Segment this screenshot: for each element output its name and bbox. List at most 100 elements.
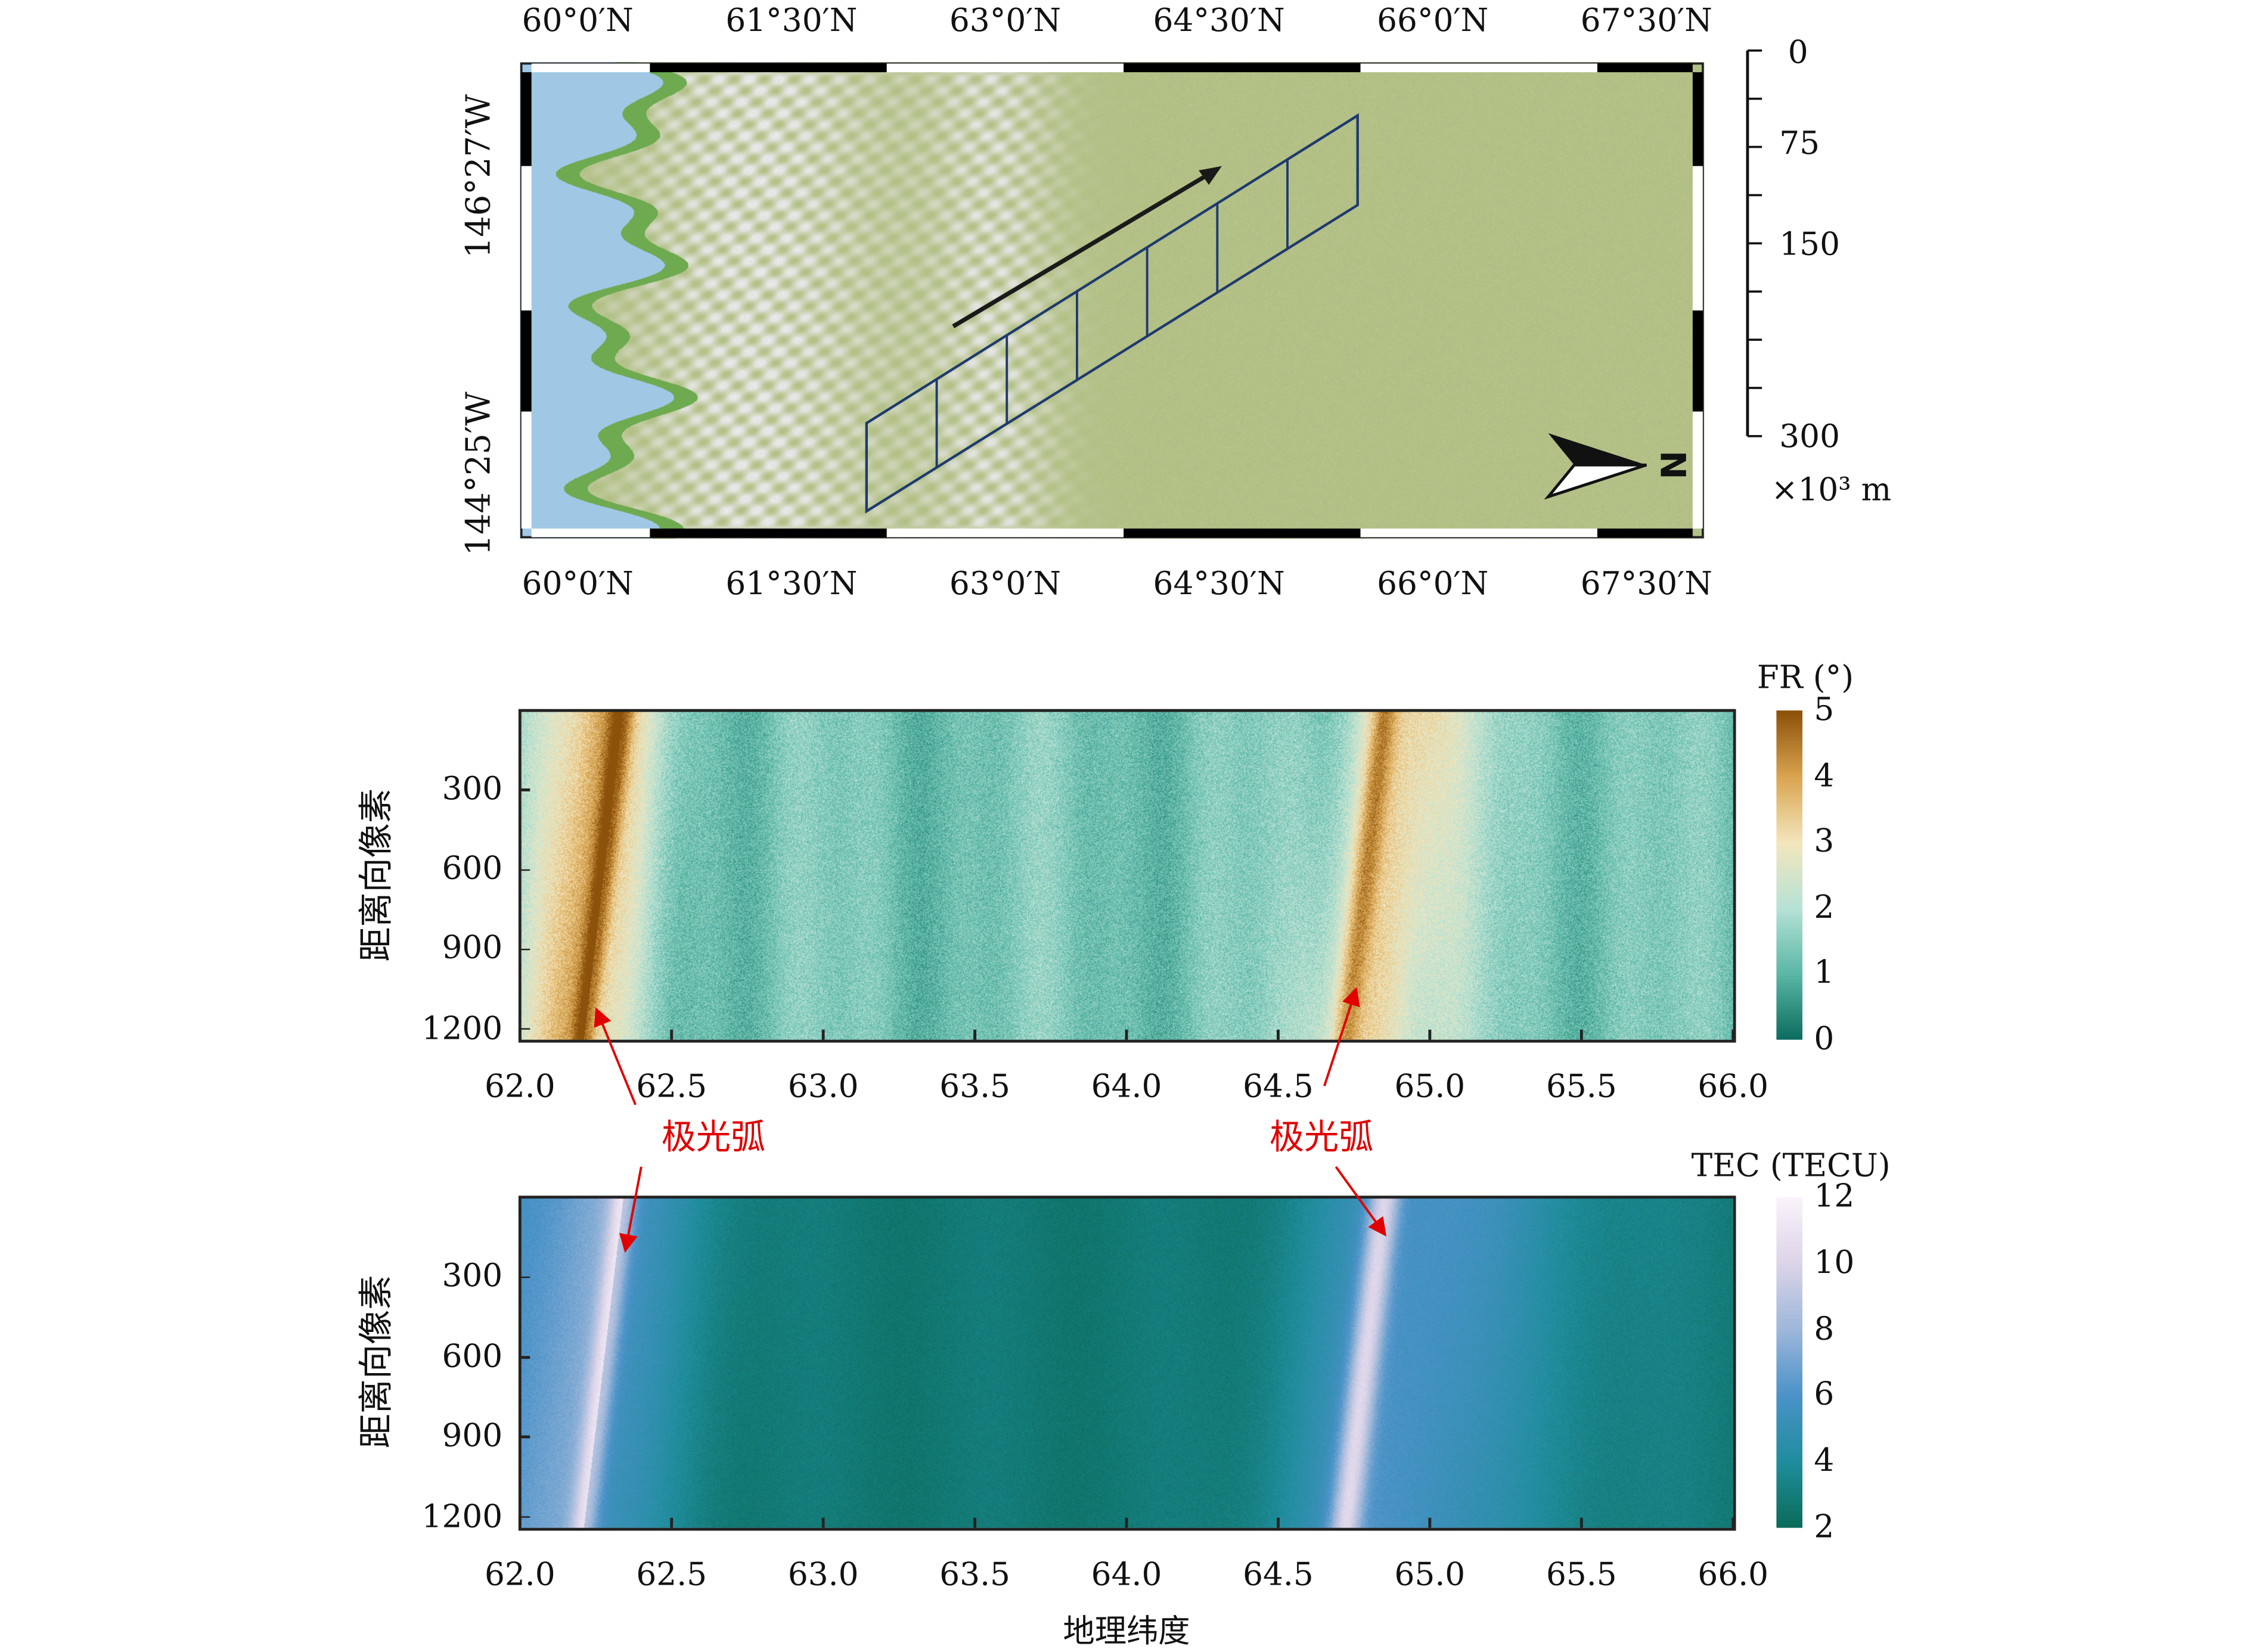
- colorbar-tick-label: 8: [1814, 1311, 1835, 1347]
- x-tick-label: 64.5: [1243, 1557, 1314, 1594]
- map-border-segment: [1597, 63, 1693, 73]
- map-image: [520, 62, 1705, 539]
- fr-ylabel: 距离向像素: [356, 788, 397, 962]
- map-top-lat-label: 60°0′N: [522, 4, 634, 40]
- colorbar-tick-label: 4: [1814, 758, 1835, 794]
- scale-label-75: 75: [1779, 126, 1820, 163]
- x-tick-mark: [822, 1029, 824, 1040]
- lon-label-bottom: 144°25′W: [460, 392, 498, 556]
- y-tick-label: 900: [442, 931, 503, 968]
- map-top-lat-label: 66°0′N: [1377, 4, 1489, 40]
- x-tick-mark: [1277, 1029, 1280, 1040]
- colorbar-tick-label: 2: [1814, 1510, 1835, 1546]
- x-tick-mark: [1580, 1029, 1583, 1040]
- x-tick-label: 64.0: [1091, 1557, 1162, 1594]
- map-top-lat-label: 61°30′N: [725, 4, 858, 40]
- map-border-segment: [1124, 528, 1361, 538]
- x-tick-mark: [1580, 1517, 1583, 1528]
- x-tick-label: 64.5: [1243, 1069, 1314, 1106]
- x-tick-mark: [973, 1517, 976, 1528]
- colorbar-tick-label: 4: [1814, 1443, 1835, 1480]
- colorbar-tick-label: 6: [1814, 1377, 1835, 1414]
- x-tick-label: 62.0: [484, 1069, 556, 1106]
- north-arrow-icon: [1548, 433, 1647, 465]
- y-tick-label: 300: [442, 772, 503, 809]
- x-tick-label: 63.5: [939, 1069, 1010, 1106]
- lon-label-top: 146°27′W: [460, 94, 498, 259]
- aurora-arc-label-1: 极光弧: [661, 1117, 766, 1158]
- x-tick-mark: [1429, 1517, 1431, 1528]
- x-tick-mark: [822, 1517, 824, 1528]
- flight-direction-arrowhead: [1199, 166, 1222, 185]
- map-border-segment: [1124, 63, 1361, 73]
- map-bottom-lat-label: 66°0′N: [1377, 567, 1489, 603]
- y-tick-label: 300: [442, 1259, 503, 1296]
- colorbar-tick-label: 2: [1814, 890, 1835, 926]
- scale-label-150: 150: [1779, 227, 1841, 264]
- y-tick-label: 900: [442, 1419, 503, 1455]
- x-tick-label: 63.0: [787, 1069, 859, 1106]
- north-arrow-icon-half: [1544, 463, 1647, 500]
- map-border-segment: [886, 528, 1124, 538]
- x-tick-mark: [519, 1029, 522, 1040]
- y-tick-mark: [520, 948, 530, 951]
- map-border-segment: [531, 63, 650, 73]
- x-tick-label: 63.0: [787, 1557, 859, 1594]
- scale-label-300: 300: [1779, 419, 1841, 456]
- map-bottom-lat-label: 63°0′N: [949, 567, 1062, 603]
- y-tick-mark: [520, 1276, 530, 1278]
- map-border-segment: [521, 72, 532, 166]
- map-border-segment: [1360, 528, 1597, 538]
- colorbar-tick-label: 3: [1814, 824, 1835, 861]
- fr-plot-frame: [518, 709, 1736, 1043]
- colorbar-tick-label: 5: [1814, 692, 1835, 729]
- map-overlay: [520, 49, 1762, 539]
- y-tick-label: 1200: [421, 1011, 503, 1048]
- x-tick-label: 65.0: [1394, 1069, 1466, 1106]
- tec-xlabel: 地理纬度: [1063, 1614, 1190, 1651]
- x-tick-label: 65.5: [1546, 1069, 1617, 1106]
- map-bottom-lat-label: 64°30′N: [1153, 567, 1285, 603]
- map-border-segment: [521, 166, 532, 310]
- tec-colorbar: [1776, 1197, 1803, 1528]
- y-tick-mark: [520, 1516, 530, 1519]
- map-top-lat-label: 64°30′N: [1153, 4, 1285, 40]
- colorbar-tick-label: 12: [1814, 1179, 1855, 1216]
- tec-heatmap: [520, 1197, 1733, 1528]
- y-tick-mark: [520, 868, 530, 871]
- x-tick-label: 66.0: [1697, 1069, 1769, 1106]
- fr-colorbar-label: FR (°): [1757, 660, 1854, 697]
- north-label: N: [1652, 450, 1693, 480]
- map-border-segment: [521, 310, 532, 412]
- tec-plot-frame: [518, 1195, 1736, 1531]
- flight-direction-arrow: [952, 171, 1212, 328]
- x-tick-mark: [1125, 1029, 1128, 1040]
- x-tick-label: 62.0: [484, 1557, 556, 1594]
- map-bottom-lat-label: 60°0′N: [522, 567, 634, 603]
- map-bottom-lat-label: 61°30′N: [725, 567, 858, 603]
- colorbar-tick-label: 0: [1814, 1021, 1835, 1058]
- x-tick-mark: [1277, 1517, 1280, 1528]
- fr-heatmap: [520, 710, 1733, 1040]
- y-tick-label: 600: [442, 1339, 503, 1375]
- y-tick-mark: [520, 788, 530, 791]
- map-border-segment: [1692, 411, 1703, 529]
- swath-outline: [865, 113, 1359, 514]
- map-top-lat-label: 63°0′N: [949, 4, 1062, 40]
- map-border-segment: [531, 528, 650, 538]
- x-tick-mark: [519, 1517, 522, 1528]
- x-tick-mark: [1731, 1517, 1734, 1528]
- y-tick-mark: [520, 1356, 530, 1359]
- x-tick-mark: [670, 1517, 673, 1528]
- map-bottom-lat-label: 67°30′N: [1580, 567, 1712, 603]
- x-tick-label: 62.5: [636, 1557, 707, 1594]
- x-tick-mark: [1731, 1029, 1734, 1040]
- map-top-lat-label: 67°30′N: [1580, 4, 1712, 40]
- x-tick-label: 66.0: [1697, 1557, 1769, 1594]
- map-frame: [520, 62, 1704, 539]
- y-tick-mark: [520, 1027, 530, 1030]
- map-border-segment: [886, 63, 1124, 73]
- map-border-segment: [650, 528, 887, 538]
- y-tick-label: 1200: [421, 1499, 503, 1536]
- colorbar-tick-label: 10: [1814, 1245, 1855, 1282]
